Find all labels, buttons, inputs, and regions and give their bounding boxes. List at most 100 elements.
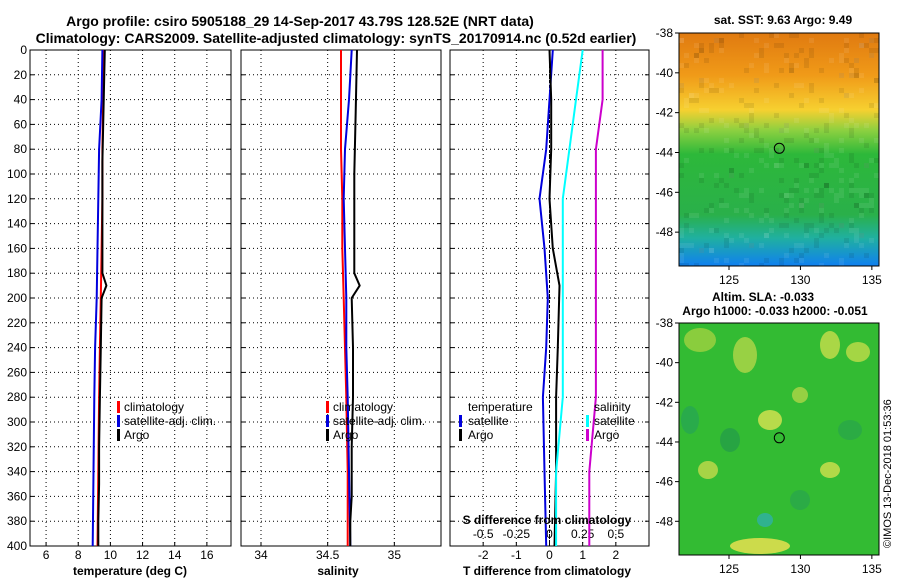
sst-texture-cell (679, 63, 684, 68)
sst-texture-cell (694, 93, 699, 98)
sst-texture-cell (849, 118, 854, 123)
sst-texture-cell (829, 213, 834, 218)
sst-texture-cell (874, 158, 879, 163)
sst-texture-cell (804, 163, 809, 168)
sst-texture-cell (749, 243, 754, 248)
sst-texture-cell (744, 128, 749, 133)
sst-texture-cell (844, 58, 849, 63)
sst-texture-cell (834, 228, 839, 233)
sst-texture-cell (854, 58, 859, 63)
sst-texture-cell (824, 183, 829, 188)
sst-texture-cell (764, 208, 769, 213)
temperature-gridlines (30, 49, 231, 547)
depth-tick-label: 60 (14, 117, 28, 131)
sst-texture-cell (874, 103, 879, 108)
sst-texture-cell (734, 153, 739, 158)
depth-tick-label: 300 (7, 415, 27, 429)
argo-position-marker (773, 432, 785, 444)
sst-texture-cell (869, 53, 874, 58)
sst-texture-cell (699, 78, 704, 83)
sst-texture-cell (699, 48, 704, 53)
lat-tick-label: -44 (656, 145, 674, 159)
sst-texture-cell (789, 188, 794, 193)
depth-tick-label: 120 (7, 192, 27, 206)
sst-texture-cell (774, 113, 779, 118)
sst-texture-cell (719, 38, 724, 43)
sst-texture-cell (709, 248, 714, 253)
sst-texture-cell (739, 138, 744, 143)
sst-texture-cell (789, 193, 794, 198)
legend-title-temperature: temperature (468, 400, 533, 414)
sst-texture-cell (699, 173, 704, 178)
sst-map-frame (678, 32, 880, 267)
temperature-axis-label: temperature (deg C) (73, 564, 187, 578)
sst-texture-cell (749, 108, 754, 113)
sst-texture-cell (719, 88, 724, 93)
sst-texture-cell (779, 258, 784, 263)
sst-texture-cell (854, 123, 859, 128)
sst-texture-cell (734, 118, 739, 123)
sst-texture-cell (819, 193, 824, 198)
sst-texture-cell (704, 208, 709, 213)
sst-texture-cell (794, 243, 799, 248)
sst-texture-cell (804, 133, 809, 138)
sst-texture-cell (819, 188, 824, 193)
sst-texture-cell (854, 233, 859, 238)
x-tick-label: -2 (478, 548, 489, 562)
sst-texture-cell (719, 178, 724, 183)
sst-texture-cell (844, 43, 849, 48)
sst-texture-cell (709, 248, 714, 253)
sst-texture-cell (779, 43, 784, 48)
sst-texture-cell (789, 93, 794, 98)
sst-texture-cell (709, 48, 714, 53)
sla-anomaly-blob (790, 490, 810, 510)
sst-texture-cell (814, 128, 819, 133)
sst-texture-cell (749, 243, 754, 248)
legend-label-argo: Argo (124, 428, 150, 442)
sst-texture-cell (784, 138, 789, 143)
depth-tick-label: 180 (7, 266, 27, 280)
sst-texture-cell (789, 63, 794, 68)
sla-anomaly-blob (720, 428, 740, 452)
sst-texture-cell (804, 223, 809, 228)
sst-texture-cell (849, 188, 854, 193)
sst-texture-cell (749, 113, 754, 118)
sst-texture-cell (784, 233, 789, 238)
sst-texture-cells (679, 33, 879, 266)
sst-texture-cell (824, 108, 829, 113)
sla-map-panel: Altim. SLA: -0.033 Argo h1000: -0.033 h2… (656, 290, 883, 576)
sst-texture-cell (709, 228, 714, 233)
sst-texture-cell (784, 123, 789, 128)
sst-texture-cell (799, 103, 804, 108)
lat-tick-label: -38 (656, 316, 674, 330)
sst-texture-cell (784, 253, 789, 258)
sst-texture-cell (859, 43, 864, 48)
difference-panel: -2 -1 0 1 2 -0.5 -0.25 0 0.25 0.5 S difference f… (449, 49, 650, 578)
sla-anomaly-blob (758, 410, 782, 430)
series-line-satellite-adj-clim- (342, 50, 353, 546)
series-line-t-satellite (538, 50, 554, 546)
x-tick-label: 16 (200, 548, 214, 562)
depth-tick-label: 200 (7, 291, 27, 305)
sst-texture-cell (764, 233, 769, 238)
legend-swatch-satellite-adj (117, 415, 120, 427)
sst-texture-cell (694, 53, 699, 58)
sst-texture-cell (714, 38, 719, 43)
sst-texture-cell (824, 153, 829, 158)
sst-texture-cell (714, 183, 719, 188)
sst-texture-cell (699, 248, 704, 253)
sst-texture-cell (699, 108, 704, 113)
sst-texture-cell (839, 88, 844, 93)
sst-texture-cell (849, 133, 854, 138)
sst-texture-cell (744, 208, 749, 213)
sst-texture-cell (759, 158, 764, 163)
sst-texture-cell (709, 118, 714, 123)
legend-swatch-t-argo (459, 429, 462, 441)
sst-texture-cell (684, 98, 689, 103)
sst-texture-cell (719, 78, 724, 83)
sst-texture-cell (819, 163, 824, 168)
legend-swatch-argo (117, 429, 120, 441)
sst-texture-cell (764, 63, 769, 68)
sla-anomaly-blob (698, 461, 718, 479)
sst-texture-cell (859, 208, 864, 213)
